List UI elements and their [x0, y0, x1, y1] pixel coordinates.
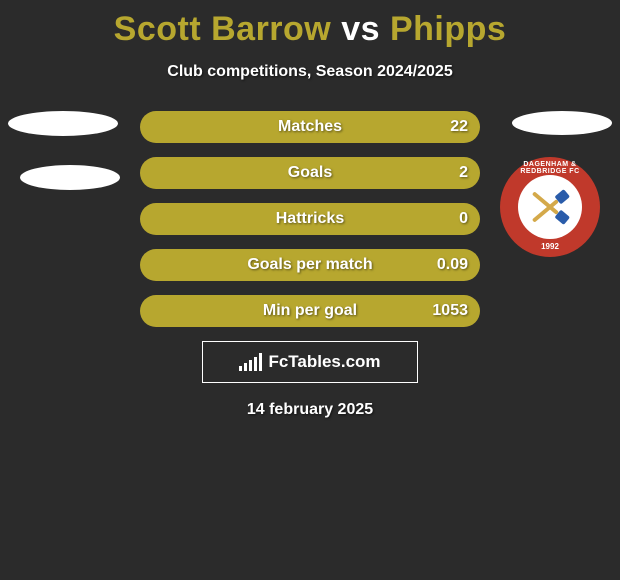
- stat-label: Goals: [288, 164, 332, 182]
- comparison-title: Scott Barrow vs Phipps: [0, 0, 620, 49]
- stat-right-value: 22: [450, 118, 468, 136]
- stat-right-value: 2: [459, 164, 468, 182]
- badge-year: 1992: [500, 242, 600, 251]
- watermark-text: FcTables.com: [268, 352, 380, 372]
- player2-name: Phipps: [390, 10, 506, 48]
- stat-row: Min per goal 1053: [140, 295, 480, 327]
- fctables-watermark: FcTables.com: [202, 341, 418, 383]
- bar-chart-icon: [239, 353, 262, 371]
- stat-label: Goals per match: [247, 256, 372, 274]
- stat-row: Hattricks 0: [140, 203, 480, 235]
- stat-label: Hattricks: [276, 210, 344, 228]
- date-text: 14 february 2025: [0, 401, 620, 419]
- crossed-hammers-icon: [528, 185, 572, 229]
- badge-inner-circle: [518, 175, 582, 239]
- stat-right-value: 0.09: [437, 256, 468, 274]
- stat-label: Matches: [278, 118, 342, 136]
- player2-club-badge: DAGENHAM & REDBRIDGE FC 1992: [500, 157, 600, 257]
- stat-right-value: 0: [459, 210, 468, 228]
- stat-label: Min per goal: [263, 302, 357, 320]
- stat-right-value: 1053: [432, 302, 468, 320]
- badge-club-name: DAGENHAM & REDBRIDGE FC: [500, 161, 600, 175]
- player1-placeholder-icon: [8, 111, 118, 136]
- badge-outer-ring: DAGENHAM & REDBRIDGE FC 1992: [500, 157, 600, 257]
- stat-row: Goals per match 0.09: [140, 249, 480, 281]
- stat-row: Matches 22: [140, 111, 480, 143]
- stat-row: Goals 2: [140, 157, 480, 189]
- player2-placeholder-icon: [512, 111, 612, 135]
- vs-text: vs: [341, 10, 380, 48]
- subtitle: Club competitions, Season 2024/2025: [0, 63, 620, 81]
- player1-name: Scott Barrow: [114, 10, 332, 48]
- player1-club-placeholder-icon: [20, 165, 120, 190]
- stats-area: DAGENHAM & REDBRIDGE FC 1992 Matches 22 Go…: [0, 111, 620, 327]
